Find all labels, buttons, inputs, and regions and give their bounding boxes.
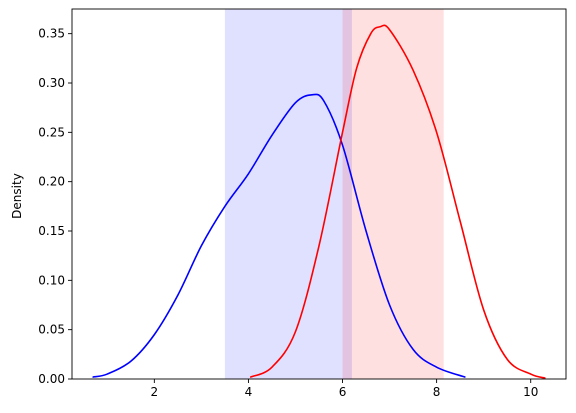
highlight-band-0 — [224, 9, 352, 379]
y-tick-label: 0.00 — [38, 372, 65, 386]
y-tick-label: 0.25 — [38, 125, 65, 139]
density-line-0 — [92, 93, 466, 378]
y-tick-label: 0.15 — [38, 224, 65, 238]
density-line-1 — [249, 24, 546, 379]
x-tick-label: 8 — [433, 385, 441, 399]
y-tick-label: 0.30 — [38, 76, 65, 90]
y-axis-label: Density — [10, 173, 24, 219]
axes — [71, 8, 567, 380]
x-tick-label: 2 — [151, 385, 159, 399]
plot-frame — [71, 8, 567, 380]
y-tick-label: 0.10 — [38, 273, 65, 287]
y-tick-label: 0.35 — [38, 27, 65, 41]
x-axis-ticks: 2 4 6 8 10 — [151, 379, 538, 399]
y-axis-ticks: 0.00 0.05 0.10 0.15 0.20 0.25 0.30 0.35 — [38, 27, 72, 386]
highlight-band-1 — [342, 9, 444, 379]
density-lines — [92, 24, 546, 379]
y-tick-label: 0.20 — [38, 175, 65, 189]
y-tick-label: 0.05 — [38, 323, 65, 337]
x-tick-label: 10 — [523, 385, 538, 399]
x-tick-label: 6 — [339, 385, 347, 399]
x-tick-label: 4 — [245, 385, 253, 399]
